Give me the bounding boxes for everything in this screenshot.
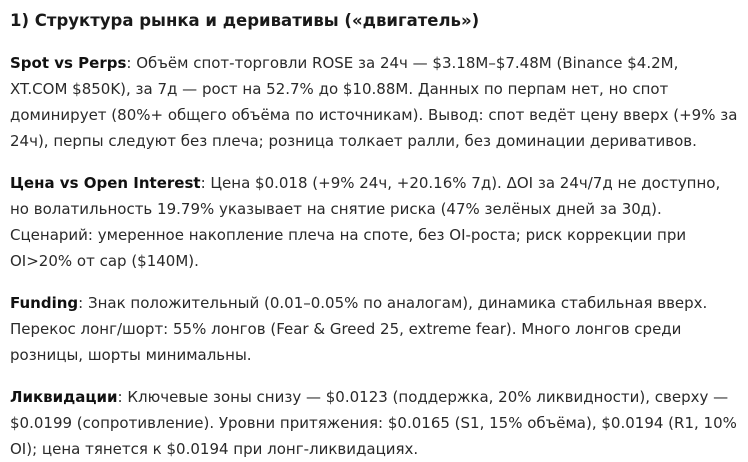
- paragraph-text: : Знак положительный (0.01–0.05% по анал…: [10, 294, 708, 364]
- term-spot-vs-perps: Spot vs Perps: [10, 54, 127, 72]
- paragraph-text: : Объём спот-торговли ROSE за 24ч — $3.1…: [10, 54, 738, 150]
- term-liquidations: Ликвидации: [10, 388, 118, 406]
- paragraph-funding: Funding: Знак положительный (0.01–0.05% …: [10, 290, 740, 368]
- term-funding: Funding: [10, 294, 79, 312]
- paragraph-price-vs-oi: Цена vs Open Interest: Цена $0.018 (+9% …: [10, 170, 740, 274]
- term-price-vs-oi: Цена vs Open Interest: [10, 174, 201, 192]
- paragraph-text: : Ключевые зоны снизу — $0.0123 (поддерж…: [10, 388, 737, 458]
- section-heading: 1) Структура рынка и деривативы («двигат…: [10, 11, 480, 30]
- paragraph-spot-vs-perps: Spot vs Perps: Объём спот-торговли ROSE …: [10, 50, 740, 154]
- paragraph-liquidations: Ликвидации: Ключевые зоны снизу — $0.012…: [10, 384, 740, 462]
- paragraph-text: : Цена $0.018 (+9% 24ч, +20.16% 7д). ΔOI…: [10, 174, 721, 270]
